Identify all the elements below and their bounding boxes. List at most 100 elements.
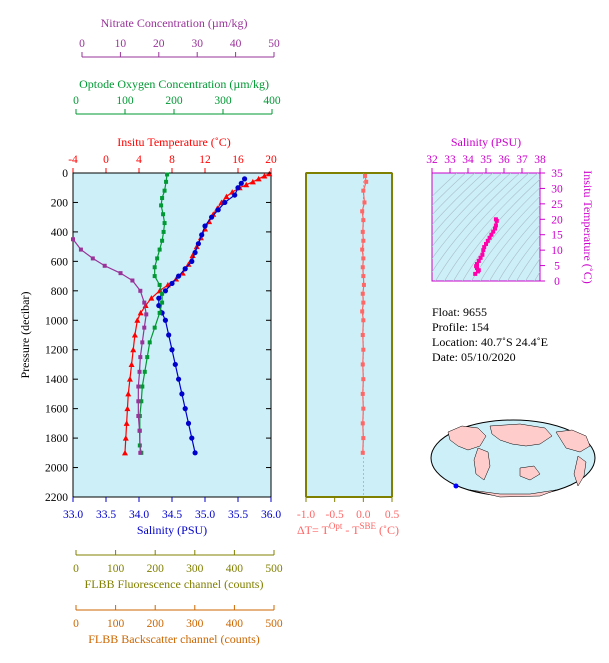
float-id: Float: 9655 <box>432 305 487 319</box>
delta-t-point <box>360 229 365 234</box>
nitrate-tick-label: 0 <box>79 38 85 50</box>
delta-t-point <box>361 406 366 411</box>
nitrate-point <box>136 384 141 389</box>
salinity-point <box>235 185 241 191</box>
pressure-tick-label: 1800 <box>45 433 68 445</box>
pressure-tick-label: 2000 <box>45 463 68 475</box>
oxygen-point <box>157 247 162 252</box>
delta-tick-label: -1.0 <box>297 509 315 521</box>
delta-t-point <box>361 347 366 352</box>
salinity-point <box>189 435 195 441</box>
oxygen-axis: Optode Oxygen Concentration (µm/kg) 0 100… <box>73 77 281 115</box>
ts-point <box>474 264 479 269</box>
ts-salinity-tick-label: 37 <box>516 154 528 166</box>
pressure-tick-label: 200 <box>51 197 69 209</box>
salinity-point <box>182 266 188 272</box>
temperature-point <box>261 172 268 179</box>
delta-t-point <box>360 247 365 252</box>
salinity-point <box>182 406 188 412</box>
delta-t-point <box>361 188 366 193</box>
temperature-tick-label: -4 <box>68 154 78 166</box>
pressure-tick-label: 1600 <box>45 404 68 416</box>
pressure-tick-label: 2200 <box>45 492 68 504</box>
salinity-point <box>156 302 162 309</box>
nitrate-tick-label: 10 <box>115 38 127 50</box>
salinity-point <box>215 207 221 213</box>
temperature-point <box>131 332 138 338</box>
oxygen-tick-label: 0 <box>73 95 79 107</box>
salinity-tick-label: 33.0 <box>63 509 83 521</box>
ts-density-contour <box>534 271 540 281</box>
ts-temperature-tick-label: 10 <box>551 245 563 257</box>
delta-t-point <box>361 238 366 243</box>
temperature-point <box>255 175 262 182</box>
delta-t-point <box>361 274 366 279</box>
fluorescence-tick-label: 300 <box>186 563 204 575</box>
nitrate-point <box>71 237 75 242</box>
fluorescence-axis-label: FLBB Fluorescence channel (counts) <box>85 577 264 591</box>
ts-temperature-tick-label: 0 <box>554 276 560 288</box>
backscatter-tick-label: 0 <box>73 618 79 630</box>
ts-point <box>493 217 498 222</box>
ts-point <box>493 223 498 228</box>
fluorescence-tick-label: 400 <box>226 563 244 575</box>
nitrate-point <box>142 300 147 305</box>
temperature-point <box>124 405 131 412</box>
ts-density-contour <box>432 173 467 206</box>
salinity-point <box>192 249 198 256</box>
ts-point <box>489 232 494 237</box>
map-land <box>447 423 591 498</box>
oxygen-tick-label: 100 <box>116 95 134 107</box>
pressure-tick-label: 1000 <box>45 315 68 327</box>
ts-point <box>481 248 486 253</box>
backscatter-tick-label: 300 <box>186 618 204 630</box>
nitrate-axis: Nitrate Concentration (µm/kg) 0 10 20 30 40 5… <box>79 16 280 58</box>
backscatter-tick-label: 200 <box>147 618 165 630</box>
ts-density-contour <box>498 224 540 281</box>
pressure-tick-label: 400 <box>51 227 69 239</box>
oxygen-point <box>145 355 150 360</box>
oxygen-point <box>142 369 147 374</box>
temperature-point <box>223 193 230 200</box>
ts-density-contour <box>432 173 458 197</box>
temperature-point <box>142 302 149 309</box>
ts-point <box>476 268 481 273</box>
temperature-tick-label: 0 <box>103 154 109 166</box>
nitrate-point <box>138 355 143 360</box>
temperature-point <box>123 420 130 426</box>
delta-tick-label: -0.5 <box>326 509 344 521</box>
ts-point <box>475 262 479 267</box>
delta-t-point <box>360 450 365 455</box>
backscatter-tick-label: 500 <box>265 618 283 630</box>
delta-t-point <box>361 377 366 382</box>
nitrate-point <box>144 312 149 317</box>
ts-salinity-tick-label: 34 <box>462 154 474 166</box>
oxygen-point <box>155 256 160 261</box>
ts-point <box>480 252 485 257</box>
salinity-point <box>232 192 238 198</box>
salinity-point <box>202 223 208 229</box>
temperature-point <box>125 390 132 397</box>
ts-density-contour <box>435 173 530 281</box>
pressure-tick-label: 800 <box>51 286 69 298</box>
nitrate-tick-label: 30 <box>191 38 203 50</box>
delta-t-point <box>361 282 366 287</box>
salinity-point <box>172 361 178 368</box>
nitrate-tick-label: 40 <box>230 38 242 50</box>
delta-t-point <box>363 173 368 178</box>
temperature-point <box>126 376 133 382</box>
salinity-point <box>166 332 172 338</box>
ts-temperature-tick-label: 25 <box>551 199 563 211</box>
salinity-point <box>156 295 162 301</box>
ts-temperature-tick-label: 5 <box>554 261 560 273</box>
ts-diagram: Salinity (PSU) 32 33 34 35 36 37 38 0 5 10 15 20 25… <box>426 135 595 288</box>
ts-temperature-tick-label: 30 <box>551 183 563 195</box>
nitrate-point <box>90 256 95 261</box>
delta-t-point <box>361 218 366 223</box>
temperature-point <box>137 309 144 316</box>
nitrate-point <box>137 369 142 374</box>
ts-density-contour <box>525 258 540 281</box>
ts-density-contour <box>432 173 503 248</box>
oxygen-point <box>162 188 167 193</box>
nitrate-tick-label: 50 <box>268 38 280 50</box>
